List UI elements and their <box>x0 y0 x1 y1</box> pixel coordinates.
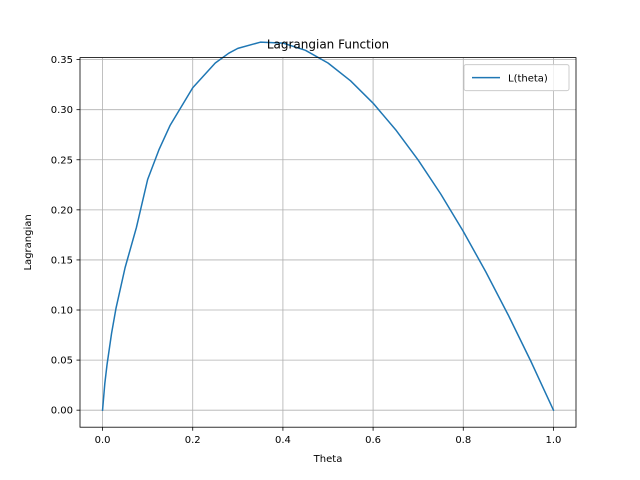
legend: L(theta) <box>463 64 570 92</box>
y-axis-label: Lagrangian <box>23 214 34 270</box>
y-tick-label: 0.00 <box>51 406 73 417</box>
grid-lines <box>80 57 576 428</box>
x-tick-label: 0.4 <box>275 435 291 446</box>
y-tick-label: 0.25 <box>51 155 73 166</box>
chart-title: Lagrangian Function <box>267 38 389 52</box>
y-tick-label: 0.15 <box>51 255 73 266</box>
x-tick-label: 0.2 <box>185 435 201 446</box>
x-tick-label: 0.8 <box>455 435 471 446</box>
x-tick-label: 0.6 <box>365 435 381 446</box>
x-tick-label: 1.0 <box>546 435 562 446</box>
y-tick-label: 0.20 <box>51 205 73 216</box>
legend-label: L(theta) <box>508 74 548 85</box>
series-line-0 <box>101 41 555 412</box>
legend-box <box>463 64 570 92</box>
x-axis-label: Theta <box>313 454 343 465</box>
y-tick-label: 0.30 <box>51 105 73 116</box>
axis-ticks: 0.0 0.2 0.4 0.6 0.8 1.0 0.00 0.05 0.10 0.15 0.20 0.… <box>51 55 562 446</box>
y-tick-label: 0.10 <box>51 306 73 317</box>
y-tick-label: 0.05 <box>51 356 73 367</box>
series-layer <box>101 41 555 412</box>
plot-area-frame <box>79 57 577 428</box>
x-tick-label: 0.0 <box>95 435 111 446</box>
y-tick-label: 0.35 <box>51 55 73 66</box>
